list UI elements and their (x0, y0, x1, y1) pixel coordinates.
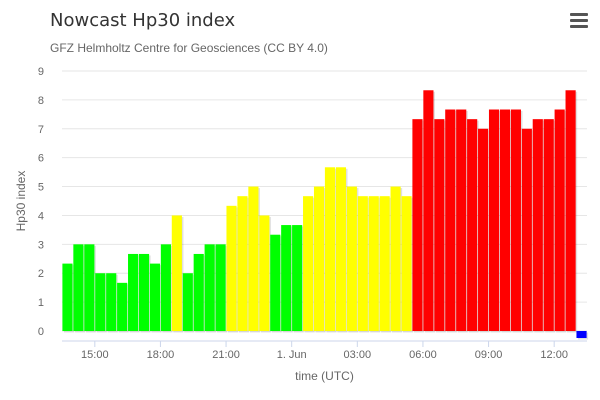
bar (478, 128, 489, 331)
bar (412, 119, 423, 331)
bar (193, 253, 204, 331)
x-tick-label: 06:00 (409, 349, 437, 361)
bar (324, 167, 336, 331)
chart-title: Nowcast Hp30 index (50, 10, 235, 31)
bar (138, 253, 150, 331)
bar (434, 119, 445, 331)
bar (73, 244, 84, 331)
grid-lines (62, 70, 587, 332)
chart-subtitle: GFZ Helmholtz Centre for Geosciences (CC… (50, 41, 328, 55)
bar (543, 119, 554, 331)
bar (106, 273, 117, 331)
y-tick-label: 2 (38, 268, 44, 280)
y-tick-label: 8 (38, 95, 44, 107)
bar (281, 225, 292, 331)
bar-series (62, 90, 589, 340)
bar (390, 186, 401, 331)
y-axis: 0 1 2 3 4 5 6 7 8 9 (38, 66, 44, 338)
bar (204, 244, 215, 331)
bar (171, 215, 182, 331)
bar (576, 331, 587, 338)
bar (292, 225, 303, 331)
bar (456, 109, 467, 332)
bar (510, 109, 521, 332)
bar (554, 109, 565, 332)
bar (467, 119, 478, 331)
bar (379, 196, 390, 331)
bar (259, 215, 270, 331)
y-tick-label: 7 (38, 124, 44, 136)
x-tick-label: 03:00 (344, 349, 372, 361)
bar (346, 186, 357, 331)
y-tick-label: 9 (38, 66, 44, 78)
bar (149, 263, 161, 331)
bar (357, 196, 368, 331)
bar (401, 196, 412, 331)
y-axis-label: Hp30 index (14, 171, 28, 232)
bar (368, 196, 379, 331)
bar (117, 282, 128, 331)
bar (532, 119, 543, 331)
y-tick-label: 4 (38, 210, 44, 222)
bar (303, 196, 314, 331)
bar (95, 273, 106, 331)
bar (521, 128, 532, 331)
bar (62, 263, 73, 331)
bar (215, 244, 226, 331)
y-tick-label: 1 (38, 297, 44, 309)
bar (313, 186, 325, 331)
bar (128, 253, 139, 331)
bar (237, 196, 248, 331)
bar (488, 109, 500, 332)
bar (565, 90, 576, 331)
x-tick-label: 15:00 (81, 349, 109, 361)
bar (160, 244, 171, 331)
bar (248, 186, 259, 331)
x-tick-label: 1. Jun (277, 349, 307, 361)
bar (226, 205, 237, 331)
y-tick-label: 5 (38, 182, 44, 194)
x-tick-label: 12:00 (540, 349, 568, 361)
y-tick-label: 6 (38, 153, 44, 165)
y-tick-label: 3 (38, 239, 44, 251)
x-tick-label: 18:00 (147, 349, 175, 361)
x-axis: 15:00 18:00 21:00 1. Jun 03:00 06:00 09:00 12:0… (62, 340, 587, 361)
hamburger-menu-icon[interactable] (570, 13, 588, 29)
y-tick-label: 0 (38, 326, 44, 338)
bar (499, 109, 511, 332)
bar (445, 109, 456, 332)
x-tick-label: 09:00 (475, 349, 503, 361)
x-tick-label: 21:00 (212, 349, 240, 361)
x-axis-label: time (UTC) (295, 369, 354, 383)
bar (335, 167, 346, 331)
bar (270, 234, 281, 331)
bar (423, 90, 434, 331)
bar (182, 273, 193, 331)
bar (84, 244, 95, 331)
